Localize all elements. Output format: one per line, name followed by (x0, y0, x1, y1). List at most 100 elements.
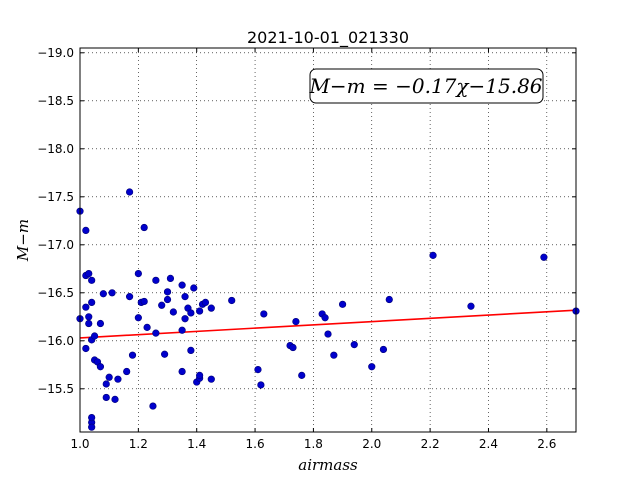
data-point (166, 274, 175, 283)
fit-equation-box: M−m = −0.17χ−15.86 (308, 68, 544, 104)
data-point (292, 318, 300, 326)
fit-line (79, 309, 577, 339)
data-point (140, 223, 148, 232)
data-point (102, 393, 110, 402)
data-point (123, 367, 131, 376)
data-point (85, 270, 93, 278)
data-point (207, 375, 215, 383)
data-point (169, 308, 177, 316)
plot-frame (79, 47, 577, 433)
data-point (128, 351, 137, 359)
data-point (88, 423, 96, 431)
x-tick-label: 1.4 (187, 437, 206, 451)
data-point (163, 295, 172, 304)
data-point (368, 363, 376, 371)
y-tick-label: −15.5 (37, 382, 74, 396)
y-axis-label: M−m (14, 219, 32, 262)
data-point (99, 290, 107, 298)
plot-area (80, 48, 576, 432)
data-point (82, 226, 90, 234)
y-tick-label: −17.0 (37, 238, 74, 252)
y-tick-label: −18.0 (37, 142, 74, 156)
data-point (298, 371, 306, 379)
x-axis-label: airmass (298, 456, 358, 474)
data-point (134, 270, 142, 278)
data-point (190, 284, 198, 292)
data-point (82, 303, 90, 311)
data-point (111, 395, 119, 403)
x-tick-label: 2.2 (421, 437, 440, 451)
data-point (187, 309, 195, 317)
data-point (321, 314, 329, 322)
data-point (257, 381, 265, 389)
data-point (254, 366, 262, 374)
x-tick-label: 2.4 (479, 437, 498, 451)
x-tick-label: 1.8 (304, 437, 323, 451)
x-tick-label: 1.2 (129, 437, 148, 451)
data-point (114, 375, 122, 383)
data-point (181, 293, 189, 301)
data-point (88, 414, 96, 422)
data-points (76, 188, 580, 431)
data-point (163, 288, 172, 296)
data-point (85, 319, 93, 328)
data-point (201, 298, 210, 307)
data-point (90, 332, 99, 340)
x-tick-label: 2.6 (537, 437, 556, 451)
data-point (102, 380, 110, 388)
data-point (289, 343, 297, 352)
data-point (385, 295, 393, 304)
x-tick-label: 2.0 (362, 437, 381, 451)
data-point (260, 310, 268, 318)
data-point (338, 300, 347, 308)
x-tick-label: 1.0 (70, 437, 89, 451)
data-point (178, 281, 186, 289)
data-point (350, 341, 358, 349)
x-tick-label: 1.6 (246, 437, 265, 451)
data-point (540, 253, 548, 261)
data-point (330, 351, 338, 359)
data-point (149, 402, 157, 410)
data-point (126, 293, 134, 301)
data-point (85, 313, 93, 321)
data-point (140, 297, 148, 306)
data-point (108, 289, 116, 297)
data-point (178, 367, 186, 376)
data-point (207, 304, 215, 312)
data-point (161, 350, 169, 358)
data-point (187, 346, 195, 355)
data-point (467, 302, 475, 310)
data-point (143, 323, 151, 331)
data-point (196, 371, 204, 379)
data-point (196, 307, 204, 315)
data-point (105, 373, 113, 381)
data-point (134, 314, 142, 322)
data-point (429, 251, 437, 259)
y-tick-label: −18.5 (37, 94, 74, 108)
fit-equation-frame (309, 68, 544, 104)
data-point (228, 296, 236, 305)
data-point (158, 301, 166, 309)
data-point (88, 276, 96, 284)
y-tick-label: −16.5 (37, 286, 74, 300)
data-point (152, 329, 160, 337)
y-tick-label: −16.0 (37, 334, 74, 348)
chart-title: 2021-10-01_021330 (247, 28, 409, 48)
y-tick-label: −17.5 (37, 190, 74, 204)
fit-line-group (79, 309, 577, 339)
data-point (379, 345, 388, 354)
data-point (96, 363, 105, 371)
data-point (126, 188, 134, 196)
data-point (96, 319, 105, 328)
grid (79, 48, 576, 432)
y-tick-label: −19.0 (37, 46, 74, 60)
data-point (181, 315, 189, 323)
data-point (324, 330, 332, 338)
axis-ticks: 1.0 1.2 1.4 1.6 1.8 2.0 2.2 2.4 2.6 −15.5 −16.0 −16… (37, 46, 576, 451)
data-point (82, 344, 90, 353)
data-point (152, 276, 160, 284)
fit-equation: M−m = −0.17χ−15.86 (308, 74, 542, 98)
data-point (88, 298, 96, 307)
data-point (178, 326, 186, 334)
